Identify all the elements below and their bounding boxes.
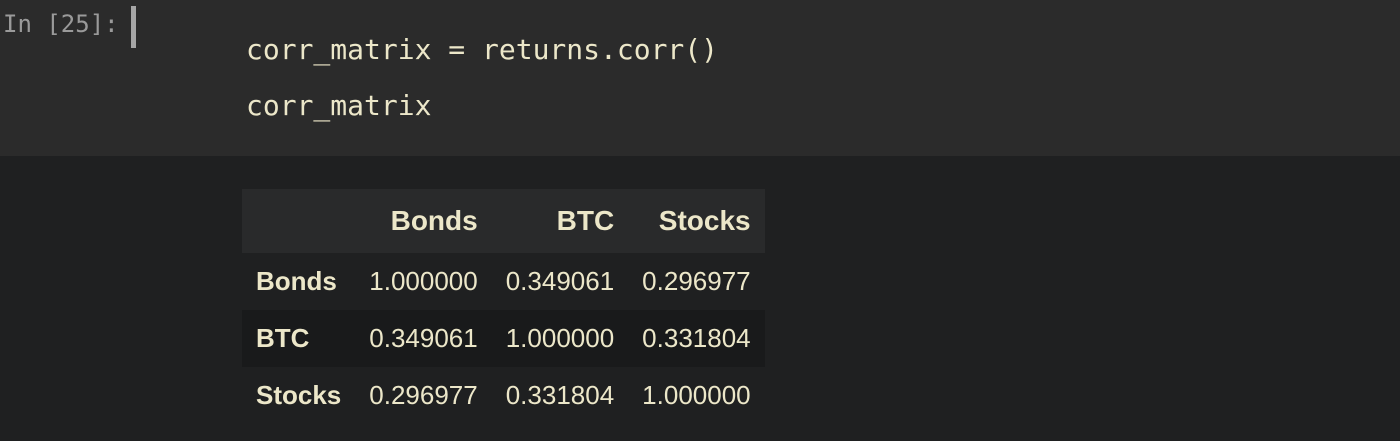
output-area (0, 156, 1400, 441)
cell-selection-bar (131, 6, 136, 48)
table-row: BTC 0.349061 1.000000 0.331804 (242, 310, 765, 367)
table-cell: 0.296977 (369, 380, 478, 410)
table-cell: 0.296977 (642, 266, 751, 296)
table-header-row: Bonds BTC Stocks (242, 189, 765, 253)
table-row: Bonds 1.000000 0.349061 0.296977 (242, 253, 765, 310)
column-header: BTC (556, 205, 615, 236)
column-header: Bonds (390, 205, 478, 236)
table-cell: 0.349061 (505, 266, 615, 296)
code-editor[interactable]: corr_matrix = returns.corr() corr_matrix (246, 22, 718, 134)
row-index: Bonds (256, 266, 337, 296)
column-header-index (242, 189, 355, 253)
column-header: Stocks (658, 205, 751, 236)
code-line: corr_matrix = returns.corr() (246, 33, 719, 66)
dataframe-output: Bonds BTC Stocks Bonds 1.000000 0.349061… (242, 189, 765, 424)
code-cell[interactable]: In [25]: corr_matrix = returns.corr() cor… (0, 0, 1400, 156)
table-cell: 1.000000 (642, 380, 751, 410)
table-cell: 1.000000 (505, 323, 615, 353)
row-index: BTC (256, 323, 310, 353)
table-cell: 0.349061 (369, 323, 478, 353)
table-cell: 0.331804 (642, 323, 751, 353)
table-row: Stocks 0.296977 0.331804 1.000000 (242, 367, 765, 424)
table-cell: 0.331804 (505, 380, 615, 410)
table-cell: 1.000000 (369, 266, 478, 296)
input-prompt: In [25]: (3, 10, 119, 38)
row-index: Stocks (256, 380, 342, 410)
code-line: corr_matrix (246, 89, 432, 122)
